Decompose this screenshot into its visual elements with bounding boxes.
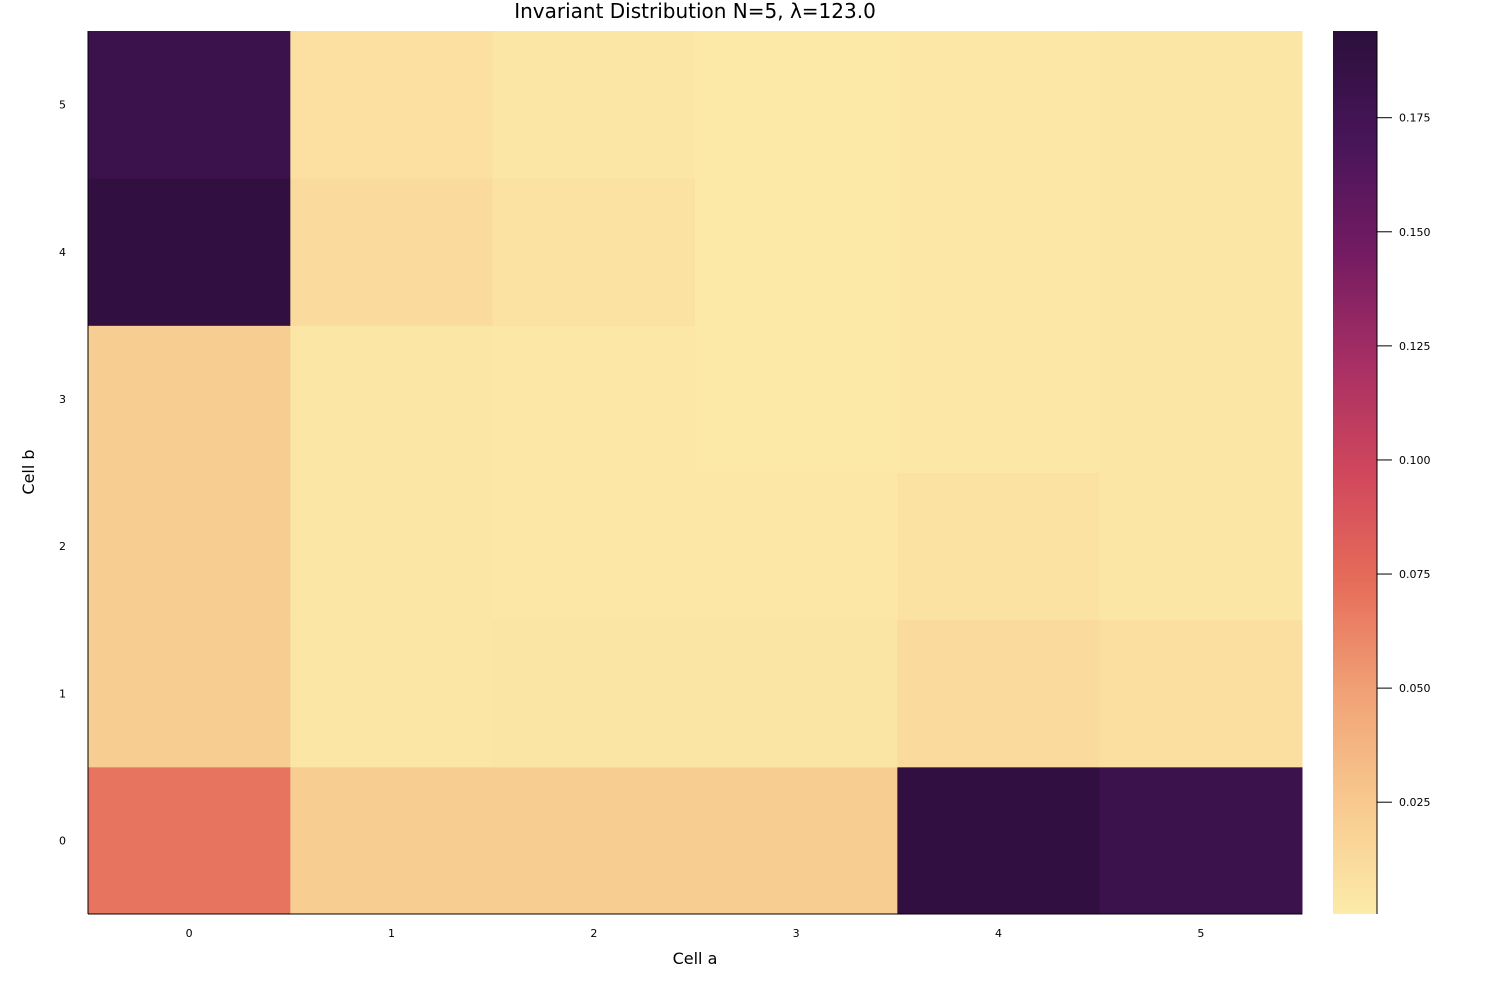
x-tick-label: 4 [995, 927, 1002, 940]
x-tick-label: 1 [388, 927, 395, 940]
heatmap-cells [88, 31, 1303, 915]
heatmap-cell-a2-b5 [492, 31, 696, 179]
y-tick-label: 3 [59, 393, 66, 406]
heatmap-cell-a2-b4 [492, 178, 696, 326]
y-tick-label: 4 [59, 246, 66, 259]
heatmap-cell-a5-b0 [1099, 766, 1303, 915]
heatmap-cell-a0-b0 [88, 766, 291, 915]
heatmap-cell-a2-b2 [492, 472, 696, 621]
heatmap-cell-a5-b5 [1099, 31, 1303, 179]
y-tick-label: 0 [59, 834, 66, 847]
colorbar-tick-label: 0.050 [1399, 682, 1431, 695]
y-axis-ticks: 0 1 2 3 4 5 [59, 99, 66, 848]
heatmap-cell-a3-b4 [695, 178, 898, 326]
heatmap-cell-a5-b3 [1099, 325, 1303, 473]
heatmap-cell-a0-b5 [88, 31, 291, 179]
y-tick-label: 5 [59, 99, 66, 112]
heatmap-cell-a0-b4 [88, 178, 291, 326]
heatmap-cell-a5-b1 [1099, 619, 1303, 768]
heatmap-cell-a1-b5 [290, 31, 494, 179]
heatmap-cell-a3-b1 [695, 619, 898, 768]
colorbar-tick-label: 0.150 [1399, 226, 1431, 239]
x-tick-label: 0 [186, 927, 193, 940]
x-tick-label: 5 [1197, 927, 1204, 940]
colorbar-tick-label: 0.025 [1399, 796, 1431, 809]
y-axis-label: Cell b [19, 449, 38, 494]
heatmap-cell-a3-b3 [695, 325, 898, 473]
heatmap-cell-a2-b3 [492, 325, 696, 473]
heatmap-cell-a4-b5 [897, 31, 1101, 179]
heatmap-cell-a3-b2 [695, 472, 898, 621]
heatmap-cell-a1-b2 [290, 472, 494, 621]
heatmap-cell-a0-b2 [88, 472, 291, 621]
x-axis-ticks: 0 1 2 3 4 5 [186, 927, 1205, 940]
heatmap-cell-a4-b1 [897, 619, 1101, 768]
heatmap-cell-a1-b1 [290, 619, 494, 768]
x-axis-label: Cell a [673, 949, 718, 968]
colorbar-tick-label: 0.175 [1399, 112, 1431, 125]
heatmap-cell-a4-b2 [897, 472, 1101, 621]
heatmap-cell-a1-b3 [290, 325, 494, 473]
colorbar-ticks: 0.025 0.050 0.075 0.100 0.125 0.150 0.175 [1377, 112, 1431, 809]
heatmap-cell-a2-b0 [492, 766, 696, 915]
heatmap-cell-a3-b0 [695, 766, 898, 915]
x-tick-label: 2 [590, 927, 597, 940]
colorbar-tick-label: 0.125 [1399, 340, 1431, 353]
heatmap-cell-a5-b2 [1099, 472, 1303, 621]
heatmap-cell-a5-b4 [1099, 178, 1303, 326]
y-tick-label: 2 [59, 540, 66, 553]
x-tick-label: 3 [793, 927, 800, 940]
heatmap-cell-a4-b0 [897, 766, 1101, 915]
heatmap-cell-a0-b3 [88, 325, 291, 473]
heatmap-cell-a0-b1 [88, 619, 291, 768]
heatmap-cell-a4-b3 [897, 325, 1101, 473]
heatmap-cell-a1-b0 [290, 766, 494, 915]
colorbar-tick-label: 0.100 [1399, 454, 1431, 467]
y-tick-label: 1 [59, 687, 66, 700]
colorbar [1333, 31, 1377, 914]
heatmap-cell-a1-b4 [290, 178, 494, 326]
colorbar-tick-label: 0.075 [1399, 568, 1431, 581]
chart-title: Invariant Distribution N=5, λ=123.0 [514, 0, 876, 23]
heatmap-cell-a4-b4 [897, 178, 1101, 326]
heatmap-cell-a2-b1 [492, 619, 696, 768]
heatmap-cell-a3-b5 [695, 31, 898, 179]
